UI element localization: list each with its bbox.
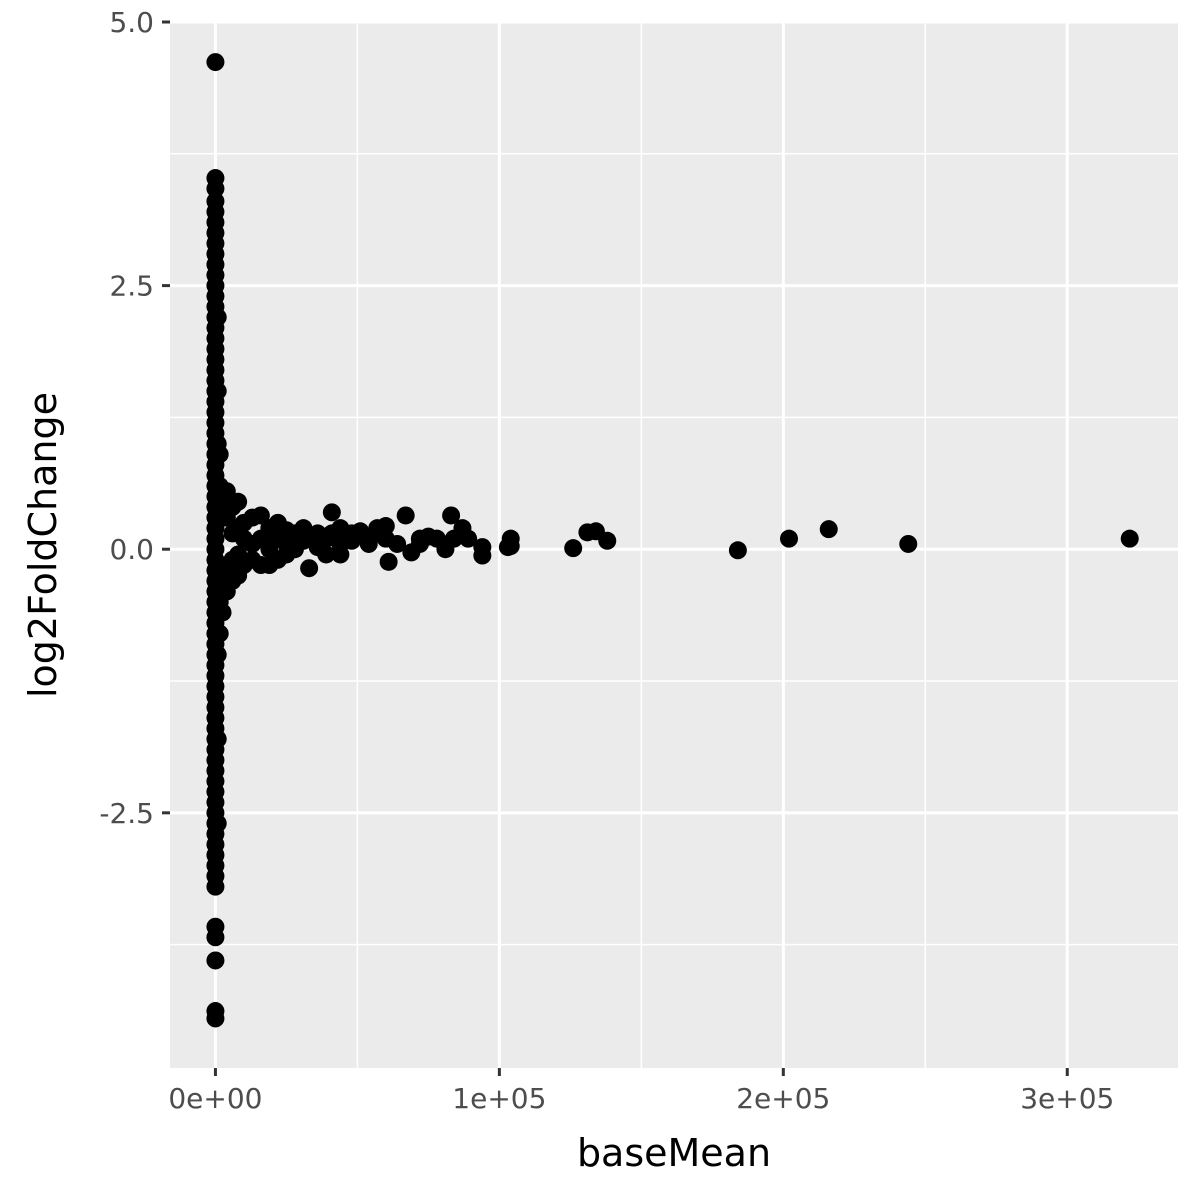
data-point	[779, 529, 798, 548]
data-point	[294, 531, 313, 550]
x-tick-label: 2e+05	[736, 1082, 830, 1115]
data-point	[501, 537, 520, 556]
data-point	[208, 730, 227, 749]
data-point	[208, 645, 227, 664]
data-point	[564, 539, 583, 558]
data-point	[300, 559, 319, 578]
data-point	[217, 482, 236, 501]
data-point	[379, 552, 398, 571]
data-point	[396, 506, 415, 525]
data-point	[376, 517, 395, 536]
data-point	[208, 308, 227, 327]
y-tick-label: 5.0	[109, 6, 154, 39]
data-point	[206, 877, 225, 896]
data-point	[1120, 529, 1139, 548]
data-point	[251, 506, 270, 525]
data-point	[899, 534, 918, 553]
data-point	[210, 624, 229, 643]
data-point	[331, 545, 350, 564]
y-tick-label: -2.5	[99, 797, 154, 830]
data-point	[294, 519, 313, 538]
data-point	[206, 928, 225, 947]
data-point	[213, 603, 232, 622]
axes: 0e+00 1e+05 2e+05 3e+05 5.0 2.5 0.0 -2.5	[99, 6, 1114, 1115]
data-points	[206, 53, 1139, 1028]
data-point	[229, 492, 248, 511]
data-point	[388, 534, 407, 553]
data-point	[473, 546, 492, 565]
data-point	[206, 951, 225, 970]
data-point	[210, 445, 229, 464]
x-tick-label: 0e+00	[168, 1082, 262, 1115]
y-axis-title: log2FoldChange	[21, 392, 65, 698]
y-tick-label: 0.0	[109, 533, 154, 566]
data-point	[317, 545, 336, 564]
data-point	[206, 1009, 225, 1028]
data-point	[359, 534, 378, 553]
x-tick-label: 1e+05	[452, 1082, 546, 1115]
data-point	[819, 520, 838, 539]
x-axis-title: baseMean	[577, 1131, 771, 1175]
data-point	[206, 53, 225, 72]
y-tick-label: 2.5	[109, 270, 154, 303]
data-point	[728, 541, 747, 560]
x-tick-label: 3e+05	[1020, 1082, 1114, 1115]
data-point	[598, 531, 617, 550]
data-point	[442, 506, 461, 525]
data-point	[208, 814, 227, 833]
data-point	[459, 529, 478, 548]
data-point	[322, 503, 341, 522]
data-point	[206, 179, 225, 198]
data-point	[208, 382, 227, 401]
